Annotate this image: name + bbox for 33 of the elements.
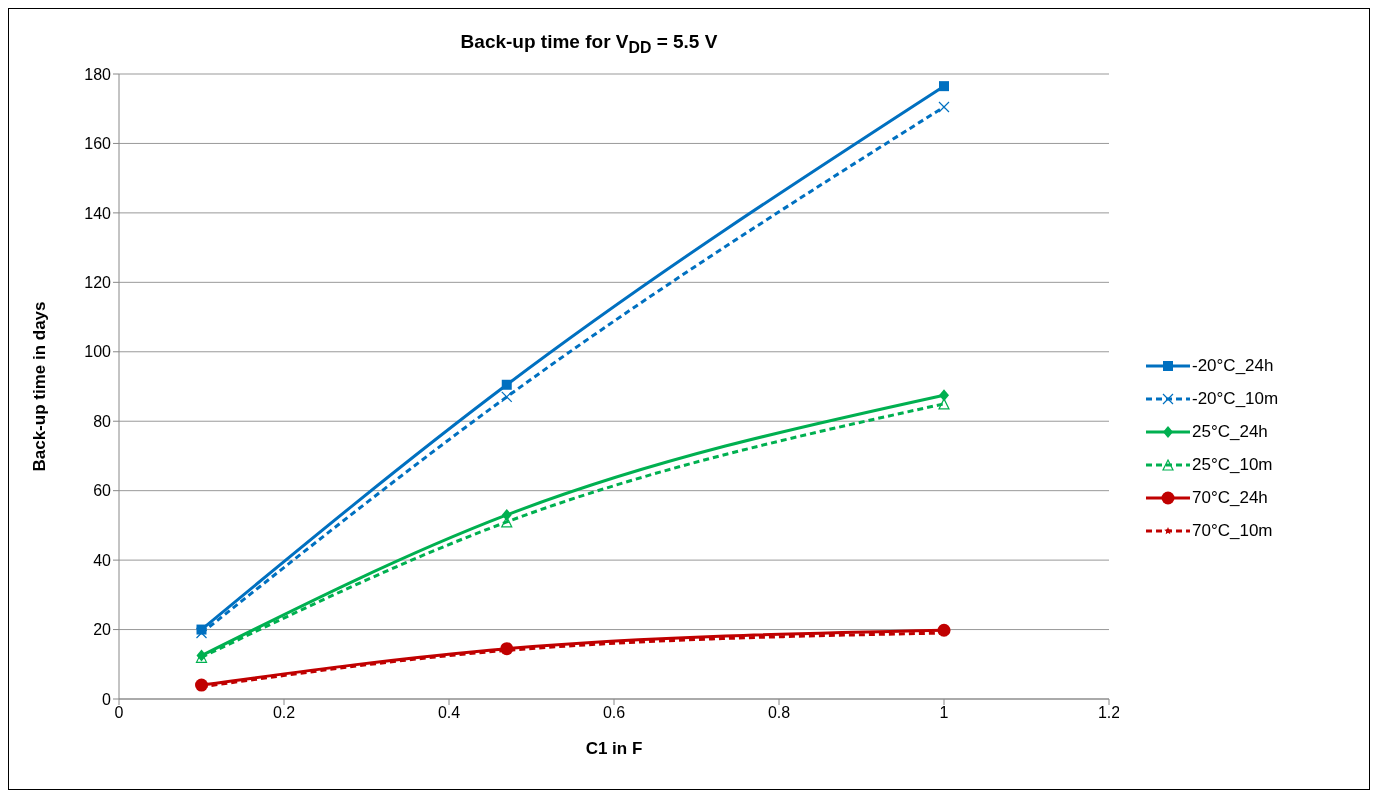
y-tick-label: 60 (93, 482, 112, 500)
legend-label: -20°C_24h (1192, 355, 1274, 376)
point (501, 379, 512, 390)
point (501, 391, 513, 403)
y-tick-label: 80 (93, 412, 112, 430)
point (939, 81, 949, 92)
point (938, 398, 950, 410)
point (938, 101, 950, 113)
x-axis-title: C1 in F (585, 739, 643, 758)
legend-label: 70°C_10m (1192, 520, 1273, 541)
point (195, 627, 208, 639)
x-tick-label: 0.6 (602, 704, 626, 722)
legend-label: -20°C_10m (1192, 388, 1279, 409)
y-tick-label: 140 (84, 204, 112, 222)
legend-label: 25°C_10m (1192, 454, 1273, 475)
y-tick-label: 0 (102, 690, 112, 708)
y-tick-label: 180 (84, 65, 112, 83)
x-tick-label: 0.8 (767, 704, 791, 722)
legend-label: 25°C_24h (1192, 421, 1268, 442)
x-tick-label: 1 (939, 704, 949, 722)
y-tick-label: 120 (84, 274, 112, 292)
y-tick-label: 20 (93, 621, 112, 639)
y-tick-label: 40 (93, 551, 112, 569)
y-axis-title: Back-up time in days (30, 301, 50, 472)
x-tick-label: 0.2 (272, 704, 296, 722)
point (939, 389, 949, 402)
legend-label: 70°C_24h (1192, 487, 1268, 508)
x-tick-label: 0 (114, 704, 124, 722)
chart-title: Back-up time for V$_{DD}$ = 5.5 V (459, 31, 719, 57)
y-tick-label: 160 (84, 135, 112, 153)
x-tick-label: 0.4 (437, 704, 461, 722)
y-tick-label: 100 (84, 343, 112, 361)
x-tick-label: 1.2 (1097, 704, 1121, 722)
